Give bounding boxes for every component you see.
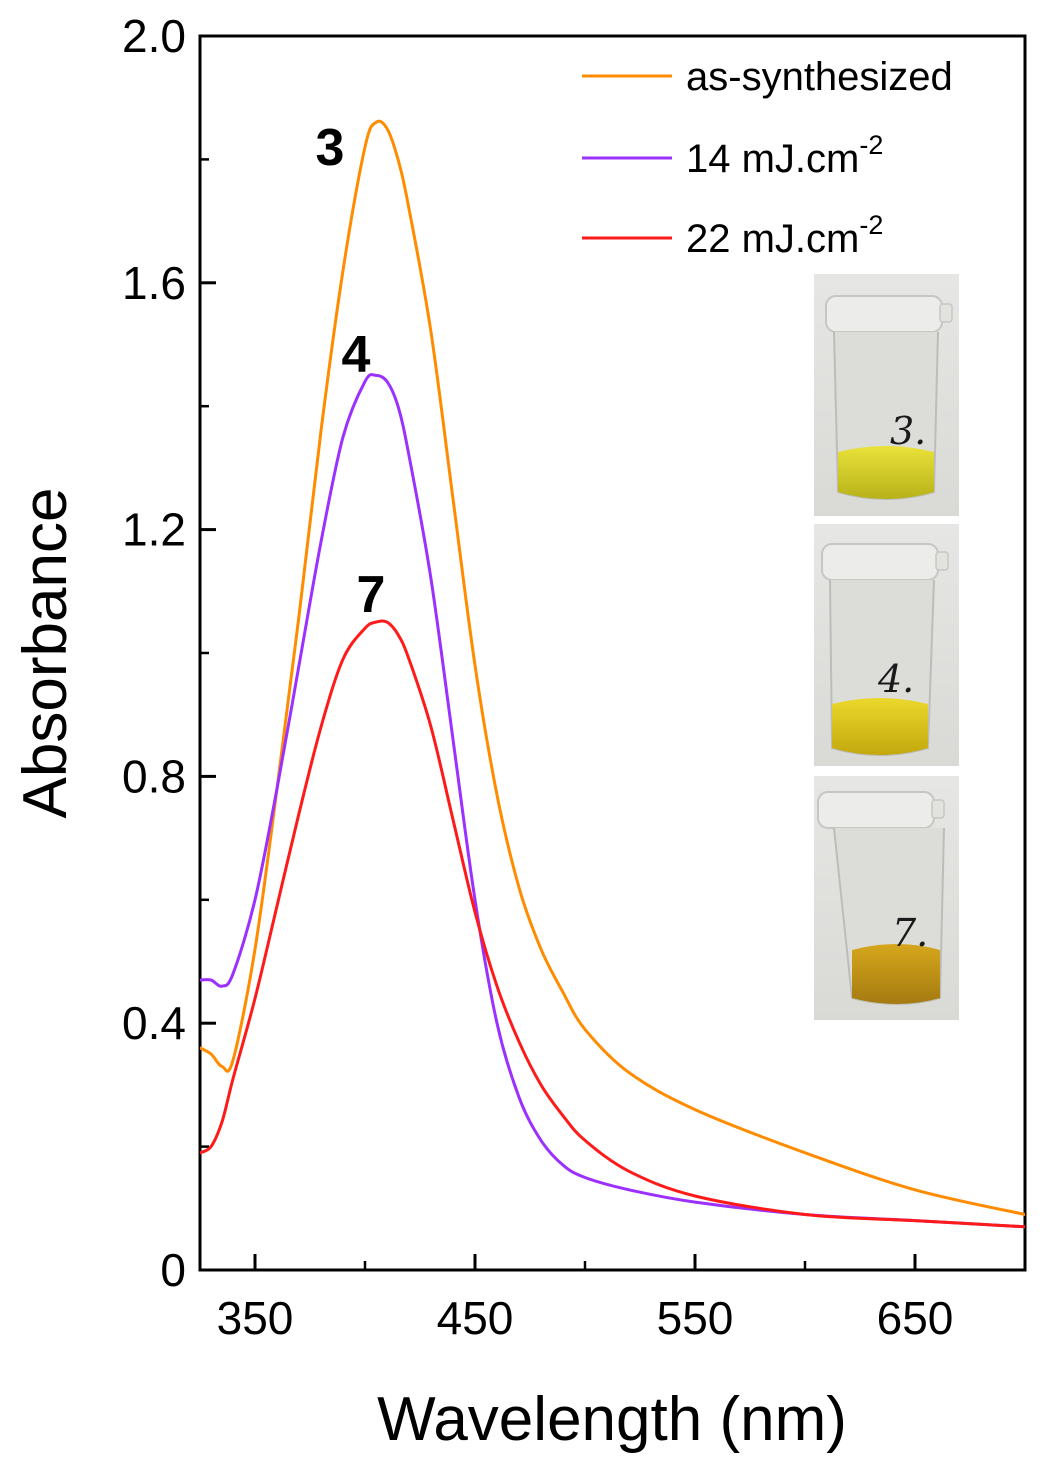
x-tick-label-650: 650 — [877, 1292, 954, 1344]
vial-label-4: 4. — [877, 657, 914, 701]
vial-label-3: 3. — [890, 409, 926, 453]
vial-photo-7: 7. — [814, 776, 959, 1020]
vial-photo-4: 4. — [814, 524, 959, 766]
vial-label-7: 7. — [892, 911, 928, 955]
legend-label-as-synthesized: as-synthesized — [686, 55, 953, 99]
peak-label-3: 3 — [316, 119, 345, 177]
vial-photo-3: 3. — [814, 274, 959, 516]
series-lines — [200, 119, 1025, 1229]
series-line-as-synthesized — [200, 119, 1025, 1216]
inset-vial-photos: 3. 4. 7. — [814, 274, 959, 1020]
x-axis-title: Wavelength (nm) — [377, 1385, 847, 1454]
y-tick-label-3: 1.2 — [122, 504, 186, 556]
legend: as-synthesized 14 mJ.cm-2 22 mJ.cm-2 — [582, 55, 953, 261]
legend-label-22mj: 22 mJ.cm-2 — [686, 210, 883, 261]
legend-label-14mj: 14 mJ.cm-2 — [686, 130, 883, 181]
y-tick-label-0: 0 — [160, 1244, 186, 1296]
y-tick-label-1: 0.4 — [122, 997, 186, 1049]
y-axis-ticks: 0 0.4 0.8 1.2 1.6 2.0 — [122, 10, 216, 1296]
peak-label-4: 4 — [342, 326, 371, 384]
x-tick-label-450: 450 — [437, 1292, 514, 1344]
y-tick-label-5: 2.0 — [122, 10, 186, 62]
peak-label-7: 7 — [357, 566, 386, 624]
series-line-14-mj-cm-2 — [200, 373, 1025, 1229]
y-axis-title: Absorbance — [11, 488, 80, 819]
y-tick-label-4: 1.6 — [122, 257, 186, 309]
y-tick-label-2: 0.8 — [122, 750, 186, 802]
x-tick-label-550: 550 — [657, 1292, 734, 1344]
x-axis-ticks: 350 450 550 650 — [217, 1254, 954, 1344]
x-tick-label-350: 350 — [217, 1292, 294, 1344]
series-line-22-mj-cm-2 — [200, 619, 1025, 1229]
